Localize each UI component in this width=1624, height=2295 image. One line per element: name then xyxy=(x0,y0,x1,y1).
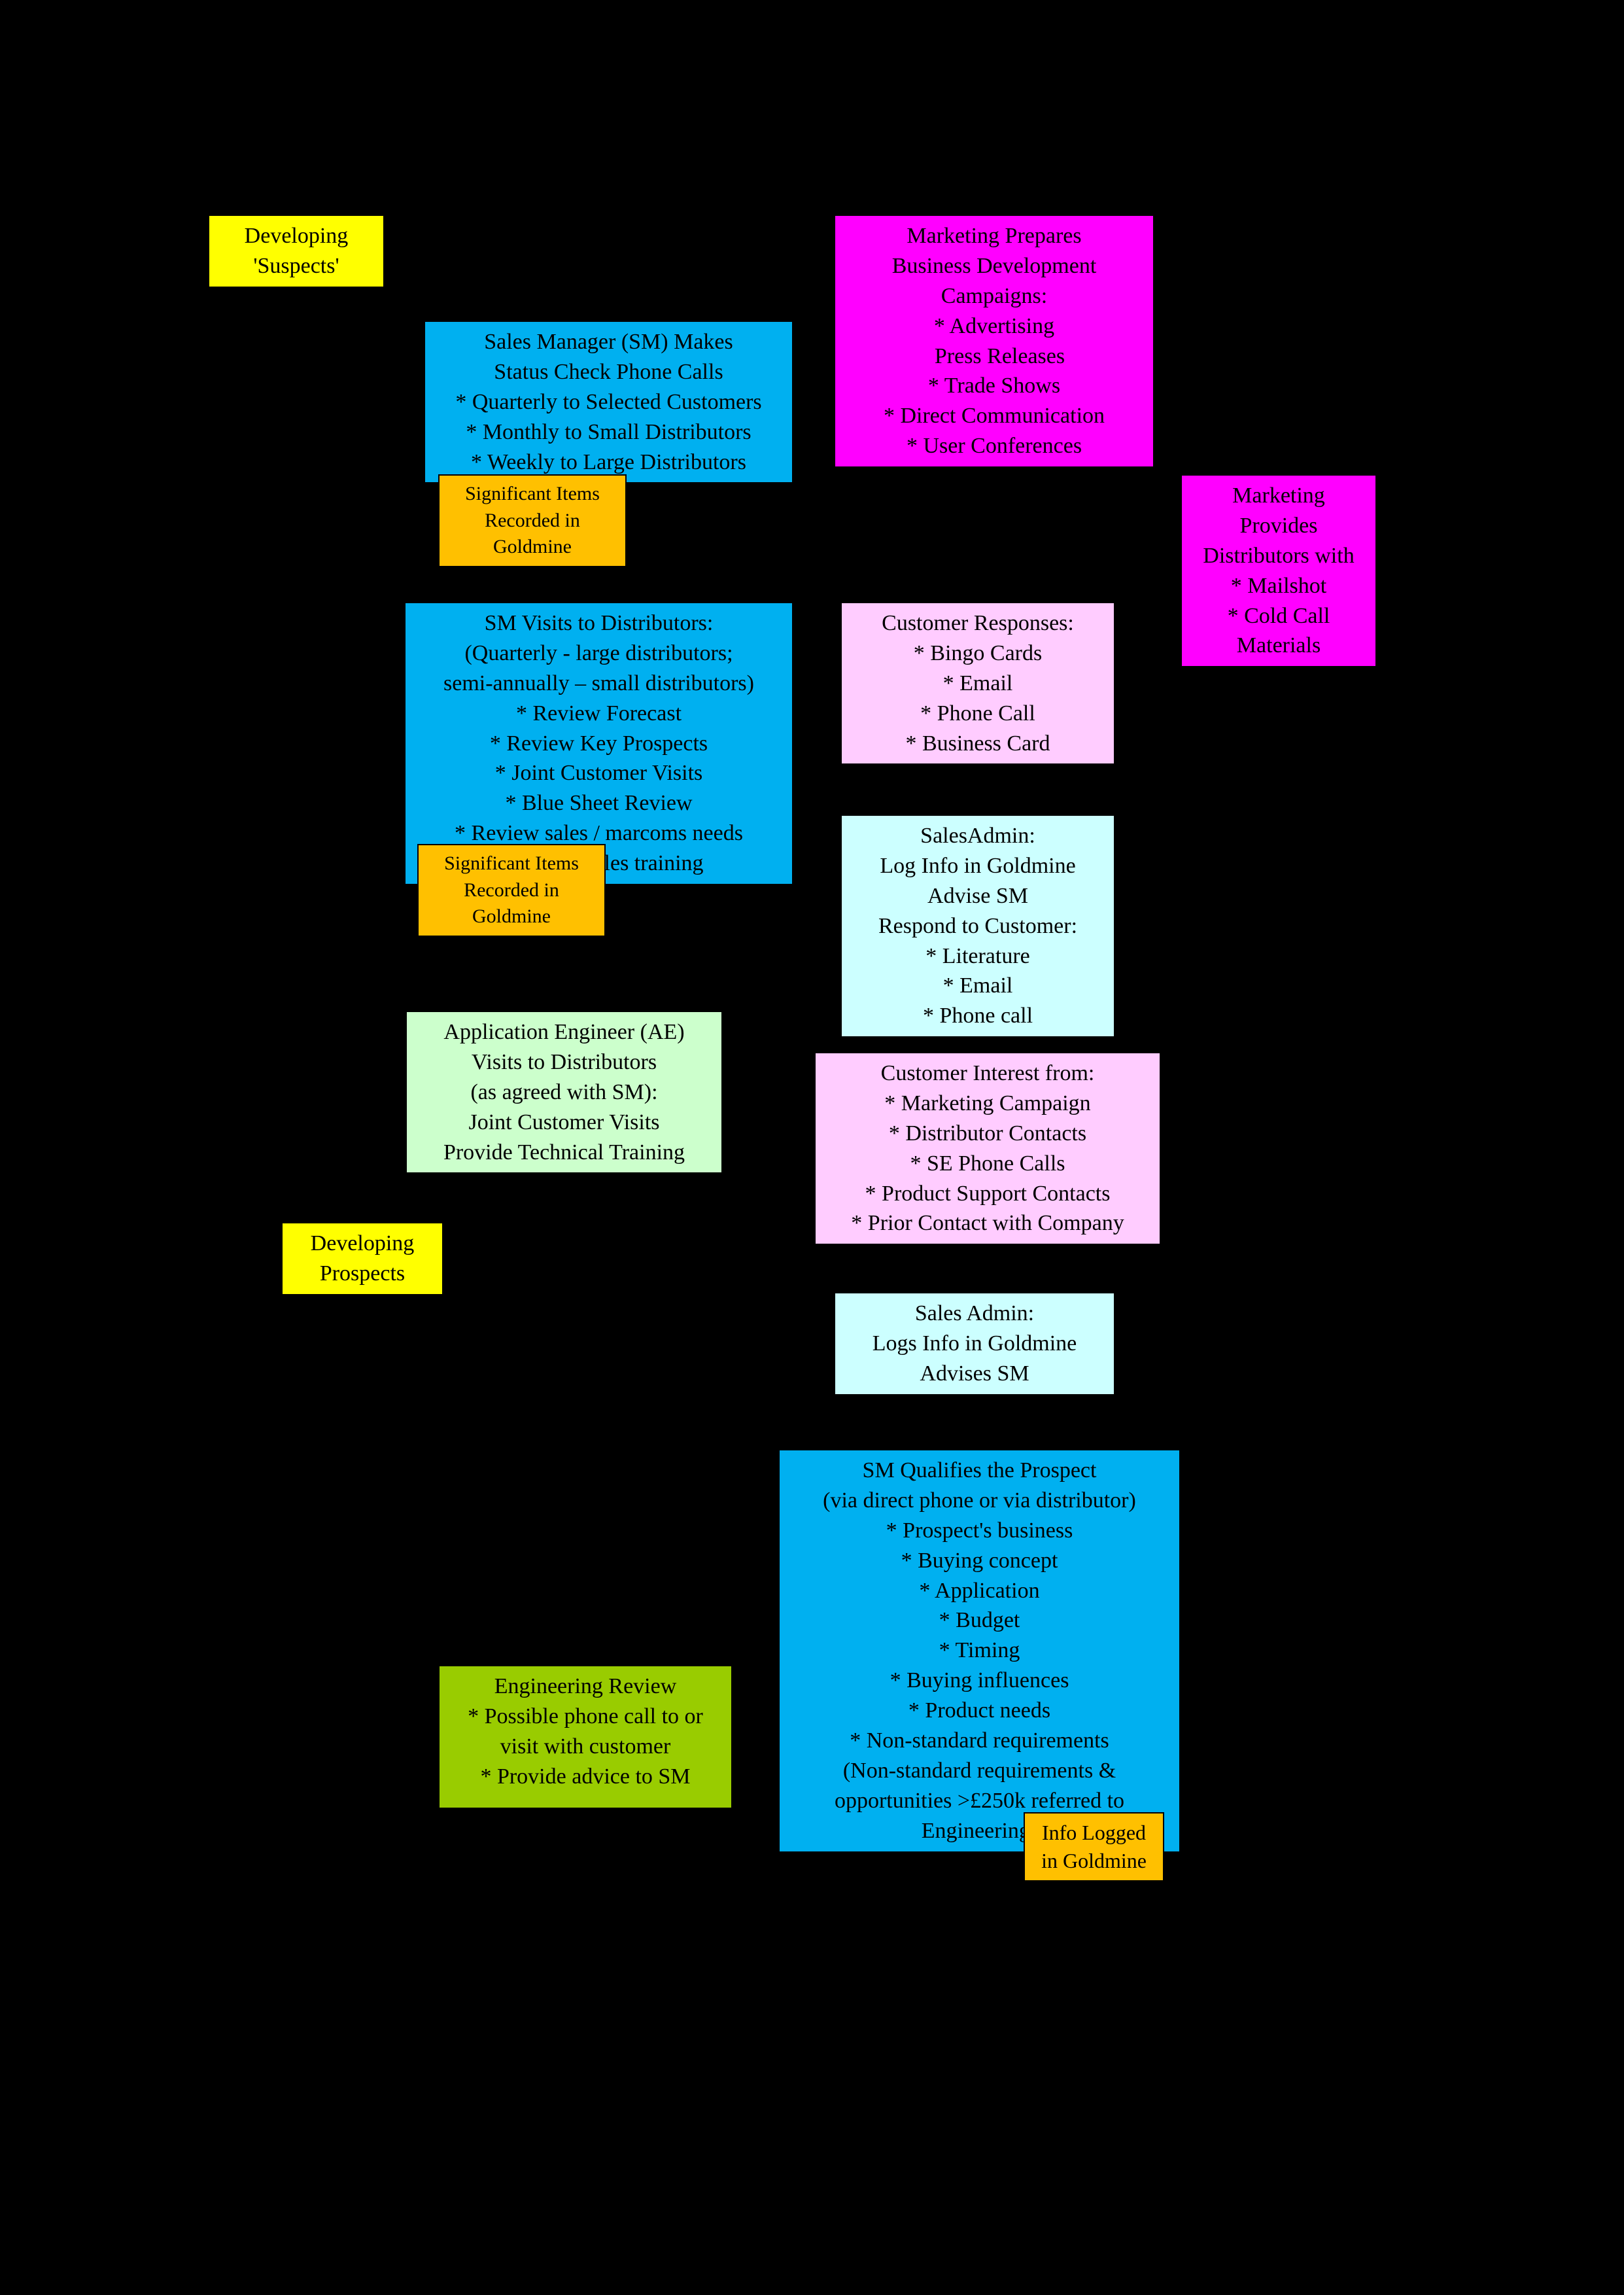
flowchart-box-b16: Info Loggedin Goldmine xyxy=(1024,1812,1164,1882)
box-text-line: Advises SM xyxy=(842,1359,1107,1389)
box-text-line: * Advertising xyxy=(842,311,1147,342)
box-text-line: Provides xyxy=(1188,511,1369,541)
box-text-line: (as agreed with SM): xyxy=(413,1077,715,1108)
box-text-line: * Monthly to Small Distributors xyxy=(432,417,786,447)
box-text-line: Joint Customer Visits xyxy=(413,1108,715,1138)
box-text-line: * Marketing Campaign xyxy=(822,1089,1153,1119)
flowchart-box-b12: DevelopingProspects xyxy=(281,1222,443,1295)
box-text-line: 'Suspects' xyxy=(216,251,377,281)
box-text-line: * Distributor Contacts xyxy=(822,1119,1153,1149)
box-text-line: * Budget xyxy=(786,1605,1173,1636)
flowchart-box-b2: Marketing PreparesBusiness DevelopmentCa… xyxy=(834,215,1154,468)
box-text-line: Distributors with xyxy=(1188,541,1369,571)
box-text-line: * Review Key Prospects xyxy=(412,729,786,759)
box-text-line: Info Logged xyxy=(1031,1819,1156,1847)
box-text-line: * Bingo Cards xyxy=(848,639,1107,669)
box-text-line: (Non-standard requirements & xyxy=(786,1756,1173,1786)
box-text-line: Recorded in xyxy=(446,508,619,534)
box-text-line: Goldmine xyxy=(425,903,598,930)
box-text-line: SM Visits to Distributors: xyxy=(412,608,786,639)
flowchart-box-b5: MarketingProvidesDistributors with* Mail… xyxy=(1181,474,1377,667)
box-text-line: Application Engineer (AE) xyxy=(413,1017,715,1047)
box-text-line: Marketing Prepares xyxy=(842,221,1147,251)
box-text-line: Advise SM xyxy=(848,881,1107,911)
box-text-line: * Application xyxy=(786,1576,1173,1606)
box-text-line: SalesAdmin: xyxy=(848,821,1107,851)
box-text-line: Recorded in xyxy=(425,877,598,904)
box-text-line: * Possible phone call to or xyxy=(446,1702,725,1732)
flowchart-box-b3: Sales Manager (SM) MakesStatus Check Pho… xyxy=(424,321,793,483)
box-text-line: Business Development xyxy=(842,251,1147,281)
box-text-line: * Timing xyxy=(786,1636,1173,1666)
box-text-line: * Product Support Contacts xyxy=(822,1179,1153,1209)
flowchart-box-b1: Developing'Suspects' xyxy=(208,215,385,288)
box-text-line: in Goldmine xyxy=(1031,1847,1156,1875)
box-text-line: semi-annually – small distributors) xyxy=(412,669,786,699)
box-text-line: * SE Phone Calls xyxy=(822,1149,1153,1179)
flowchart-box-b10: Application Engineer (AE)Visits to Distr… xyxy=(406,1011,723,1174)
flowchart-box-b6: SM Visits to Distributors:(Quarterly - l… xyxy=(404,602,793,885)
arrows-layer xyxy=(0,0,1624,2295)
flowchart-box-b14: SM Qualifies the Prospect(via direct pho… xyxy=(778,1449,1181,1853)
box-text-line: Customer Interest from: xyxy=(822,1059,1153,1089)
box-text-line: * Phone Call xyxy=(848,699,1107,729)
box-text-line: * Review Forecast xyxy=(412,699,786,729)
box-text-line: * Phone call xyxy=(848,1001,1107,1031)
box-text-line: * Provide advice to SM xyxy=(446,1762,725,1792)
box-text-line: Logs Info in Goldmine xyxy=(842,1329,1107,1359)
box-text-line: * Joint Customer Visits xyxy=(412,758,786,788)
box-text-line: Customer Responses: xyxy=(848,608,1107,639)
box-text-line: * Non-standard requirements xyxy=(786,1726,1173,1756)
box-text-line: Respond to Customer: xyxy=(848,911,1107,941)
box-text-line: Developing xyxy=(216,221,377,251)
flowchart-box-b11: Customer Interest from:* Marketing Campa… xyxy=(814,1052,1161,1245)
flowchart-box-b9: SalesAdmin:Log Info in GoldmineAdvise SM… xyxy=(840,815,1115,1038)
flowchart-box-b13: Sales Admin:Logs Info in GoldmineAdvises… xyxy=(834,1292,1115,1395)
box-text-line: * Weekly to Large Distributors xyxy=(432,447,786,478)
box-text-line: * Direct Communication xyxy=(842,401,1147,431)
box-text-line: Prospects xyxy=(289,1259,436,1289)
box-text-line: * Cold Call xyxy=(1188,601,1369,631)
box-text-line: Log Info in Goldmine xyxy=(848,851,1107,881)
box-text-line: (Quarterly - large distributors; xyxy=(412,639,786,669)
box-text-line: * Blue Sheet Review xyxy=(412,788,786,818)
box-text-line: Materials xyxy=(1188,631,1369,661)
box-text-line: * Literature xyxy=(848,941,1107,972)
box-text-line: * Buying influences xyxy=(786,1666,1173,1696)
box-text-line: Visits to Distributors xyxy=(413,1047,715,1077)
box-text-line: opportunities >£250k referred to xyxy=(786,1786,1173,1816)
flowchart-box-b8: Significant ItemsRecorded inGoldmine xyxy=(417,844,606,937)
box-text-line: visit with customer xyxy=(446,1732,725,1762)
box-text-line: * Email xyxy=(848,971,1107,1001)
box-text-line: * Quarterly to Selected Customers xyxy=(432,387,786,417)
flowchart-box-b15: Engineering Review* Possible phone call … xyxy=(438,1665,733,1809)
box-text-line: Goldmine xyxy=(446,534,619,561)
box-text-line: * Email xyxy=(848,669,1107,699)
flowchart-box-b4: Significant ItemsRecorded inGoldmine xyxy=(438,474,627,567)
box-text-line: (via direct phone or via distributor) xyxy=(786,1486,1173,1516)
box-text-line: * Prior Contact with Company xyxy=(822,1208,1153,1238)
flowchart-box-b7: Customer Responses:* Bingo Cards* Email*… xyxy=(840,602,1115,765)
box-text-line: SM Qualifies the Prospect xyxy=(786,1456,1173,1486)
box-text-line: * Mailshot xyxy=(1188,571,1369,601)
box-text-line: Sales Manager (SM) Makes xyxy=(432,327,786,357)
box-text-line: * Business Card xyxy=(848,729,1107,759)
box-text-line: * Prospect's business xyxy=(786,1516,1173,1546)
box-text-line: Press Releases xyxy=(842,342,1147,372)
box-text-line: Significant Items xyxy=(446,481,619,508)
box-text-line: Marketing xyxy=(1188,481,1369,511)
box-text-line: Significant Items xyxy=(425,850,598,877)
box-text-line: Campaigns: xyxy=(842,281,1147,311)
box-text-line: * Buying concept xyxy=(786,1546,1173,1576)
box-text-line: * User Conferences xyxy=(842,431,1147,461)
box-text-line: Provide Technical Training xyxy=(413,1138,715,1168)
box-text-line: Developing xyxy=(289,1229,436,1259)
box-text-line: Sales Admin: xyxy=(842,1299,1107,1329)
box-text-line: Status Check Phone Calls xyxy=(432,357,786,387)
box-text-line: * Trade Shows xyxy=(842,371,1147,401)
box-text-line: Engineering Review xyxy=(446,1672,725,1702)
box-text-line: * Product needs xyxy=(786,1696,1173,1726)
